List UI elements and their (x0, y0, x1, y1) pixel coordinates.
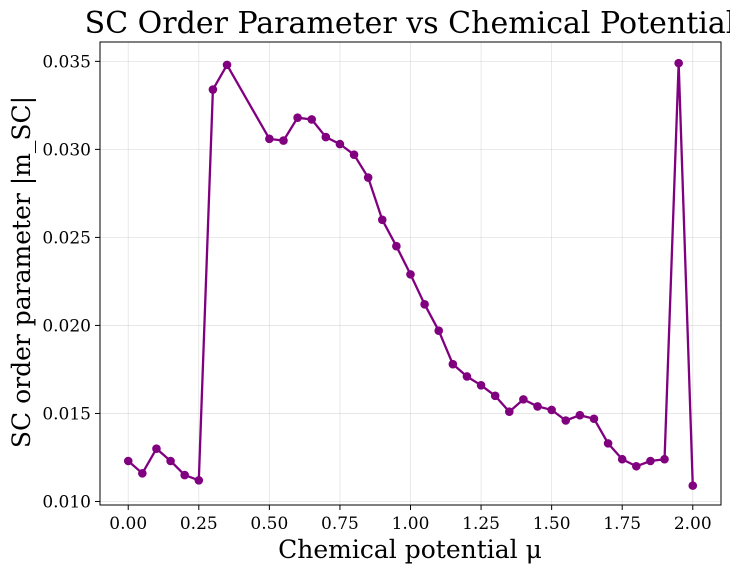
x-tick-label: 0.50 (250, 514, 288, 534)
data-point (349, 150, 359, 159)
x-tick-label: 1.75 (603, 514, 641, 534)
data-point (307, 115, 317, 124)
data-point (519, 395, 528, 404)
data-point (123, 456, 133, 466)
data-point (335, 139, 345, 149)
data-point (265, 134, 274, 144)
data-point (166, 456, 175, 466)
data-point (434, 326, 444, 336)
x-tick-label: 1.50 (533, 514, 571, 534)
data-point (603, 439, 613, 448)
data-point (561, 416, 571, 425)
data-point (632, 461, 641, 471)
data-point (377, 215, 387, 225)
y-tick-label: 0.030 (42, 140, 91, 160)
data-point (547, 405, 556, 415)
x-axis-label: Chemical potential μ (278, 535, 542, 564)
data-point (406, 270, 415, 279)
data-point (392, 241, 401, 251)
data-point (222, 60, 232, 70)
data-point (617, 454, 627, 464)
data-point (293, 113, 302, 122)
axes: 0.00 0.25 0.50 0.75 1.00 1.25 1.50 1.75 2.00 0.01… (42, 41, 722, 534)
data-point (420, 300, 429, 309)
data-point (321, 132, 331, 142)
data-point (462, 372, 472, 381)
x-tick-label: 0.25 (180, 514, 218, 534)
x-tick-label: 0.00 (109, 514, 147, 534)
data-point (589, 414, 599, 424)
data-point (180, 470, 189, 480)
y-axis-label: SC order parameter |m_SC| (7, 96, 37, 448)
data-point (504, 407, 514, 416)
data-point (152, 444, 161, 453)
data-point (490, 391, 500, 401)
data-series (123, 58, 698, 490)
y-tick-label: 0.025 (42, 228, 91, 248)
data-point (279, 136, 288, 145)
data-point (363, 173, 373, 182)
data-point (688, 481, 698, 490)
data-point (194, 476, 204, 485)
y-tick-label: 0.015 (42, 404, 91, 424)
y-tick-label: 0.020 (42, 316, 91, 336)
x-tick-label: 0.75 (321, 514, 359, 534)
data-point (476, 380, 486, 390)
y-tick-label: 0.035 (42, 52, 91, 72)
x-tick-label: 1.25 (462, 514, 500, 534)
x-tick-label: 2.00 (674, 514, 712, 534)
data-point (646, 456, 655, 466)
data-point (138, 469, 147, 478)
x-tick-label: 1.00 (392, 514, 430, 534)
data-point (674, 58, 683, 68)
data-point (575, 410, 585, 420)
data-point (448, 359, 458, 369)
data-point (533, 402, 542, 411)
data-point (660, 454, 669, 464)
y-tick-label: 0.010 (42, 492, 91, 512)
chart-title: SC Order Parameter vs Chemical Potential (85, 6, 730, 41)
data-point (208, 85, 218, 94)
